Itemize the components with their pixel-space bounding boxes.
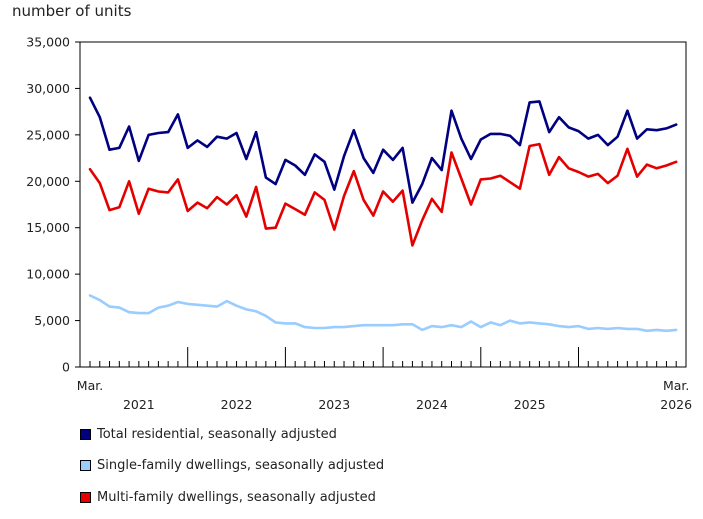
legend-label-total: Total residential, seasonally adjusted: [97, 426, 337, 442]
x-start-month-label: Mar.: [77, 378, 103, 393]
y-tick-label: 20,000: [26, 174, 70, 189]
y-tick-label: 10,000: [26, 267, 70, 282]
x-year-label: 2021: [123, 397, 155, 412]
y-tick-label: 25,000: [26, 127, 70, 142]
y-axis: 0 5,000 10,000 15,000 20,000 25,000 30,000 35,0…: [26, 35, 80, 375]
x-axis: Mar. Mar. 2026 2021 2022 2023 2024 2025: [77, 347, 692, 412]
y-tick-label: 30,000: [26, 81, 70, 96]
y-tick-label: 0: [62, 360, 70, 375]
x-end-year-label: 2026: [660, 397, 692, 412]
series-line-total: [88, 96, 678, 204]
x-year-label: 2022: [221, 397, 253, 412]
series-layer: [88, 96, 678, 333]
legend-swatch-multi-family: [80, 491, 91, 503]
y-axis-unit-label: number of units: [12, 2, 132, 20]
line-chart: 0 5,000 10,000 15,000 20,000 25,000 30,000 35,0…: [26, 35, 692, 413]
legend-swatch-total: [80, 428, 91, 440]
legend-swatch-single-family: [80, 460, 91, 471]
y-tick-label: 35,000: [26, 35, 70, 50]
y-tick-label: 15,000: [26, 220, 70, 235]
legend-label-single-family: Single-family dwellings, seasonally adju…: [97, 458, 385, 473]
x-year-label: 2025: [514, 397, 546, 412]
x-year-label: 2024: [416, 397, 448, 412]
legend-item-total[interactable]: Total residential, seasonally adjusted: [80, 424, 384, 444]
series-line-single-family: [88, 294, 678, 333]
legend-item-multi-family[interactable]: Multi-family dwellings, seasonally adjus…: [80, 487, 384, 507]
plot-frame: [79, 41, 687, 368]
legend: Total residential, seasonally adjusted S…: [80, 424, 384, 519]
series-line-multi-family: [88, 142, 678, 247]
legend-item-single-family[interactable]: Single-family dwellings, seasonally adju…: [80, 456, 384, 476]
x-year-label: 2023: [318, 397, 350, 412]
y-tick-label: 5,000: [34, 313, 70, 328]
legend-label-multi-family: Multi-family dwellings, seasonally adjus…: [97, 489, 376, 505]
x-end-month-label: Mar.: [663, 378, 689, 393]
